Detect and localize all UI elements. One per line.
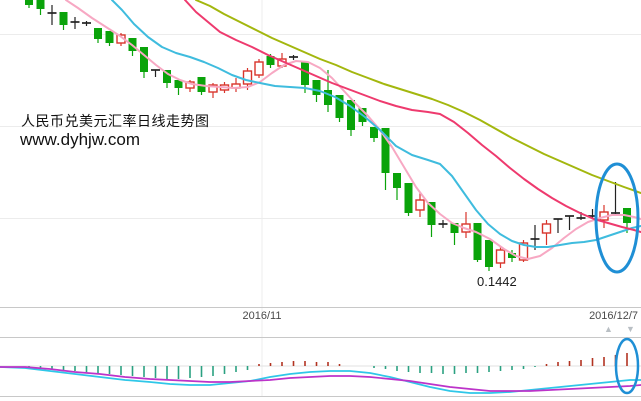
candle-body-down [324,90,332,105]
scroll-up-icon[interactable]: ▲ [604,324,613,334]
candle-body-down [450,223,459,233]
x-axis-label-november: 2016/11 [242,310,282,322]
candle-body-down [163,70,171,83]
candle-body-down [393,173,401,188]
scroll-down-icon[interactable]: ▼ [626,324,635,334]
candle-body-up [415,199,425,211]
candle-body-up [254,61,264,76]
candle-body-down [59,12,68,25]
candle-body-down [370,127,378,138]
candle-body-up [518,242,529,261]
ma-line-cyan [111,0,641,248]
candle-body-up [208,84,218,93]
candle-body-down [485,240,493,267]
highlight-ellipse [594,162,640,274]
watermark-url: www.dyhjw.com [20,130,140,149]
candle-body-down [105,31,114,43]
candle-body-down [312,80,321,95]
low-price-label: 0.1442 [477,274,517,289]
candle-body-down [266,56,275,65]
candle-body-down [473,223,482,260]
candle-body-down [335,95,344,118]
candle-body-up [242,70,253,85]
candle-body-up [541,223,552,234]
candle-body-up [495,249,506,264]
x-axis-label-latest-date: 2016/12/7 [589,310,638,322]
ma-line-crimson [184,0,641,233]
candle-body-down [404,183,413,213]
candle-body-down [25,0,33,5]
candle-body-down [347,100,355,130]
candle-body-down [36,0,45,9]
macd-dif-line [0,366,641,394]
candle-body-down [140,47,148,72]
candle-body-down [94,28,102,39]
candle-body-down [174,80,183,88]
highlight-ellipse [614,337,640,395]
candle-body-down [301,62,309,85]
candle-body-down [427,202,436,225]
watermark-title: 人民币兑美元汇率日线走势图 [21,113,210,129]
ma-line-olive [195,0,641,194]
candle-body-down [508,253,516,258]
macd-dea-line [0,366,641,392]
candle-body-down [381,128,390,173]
